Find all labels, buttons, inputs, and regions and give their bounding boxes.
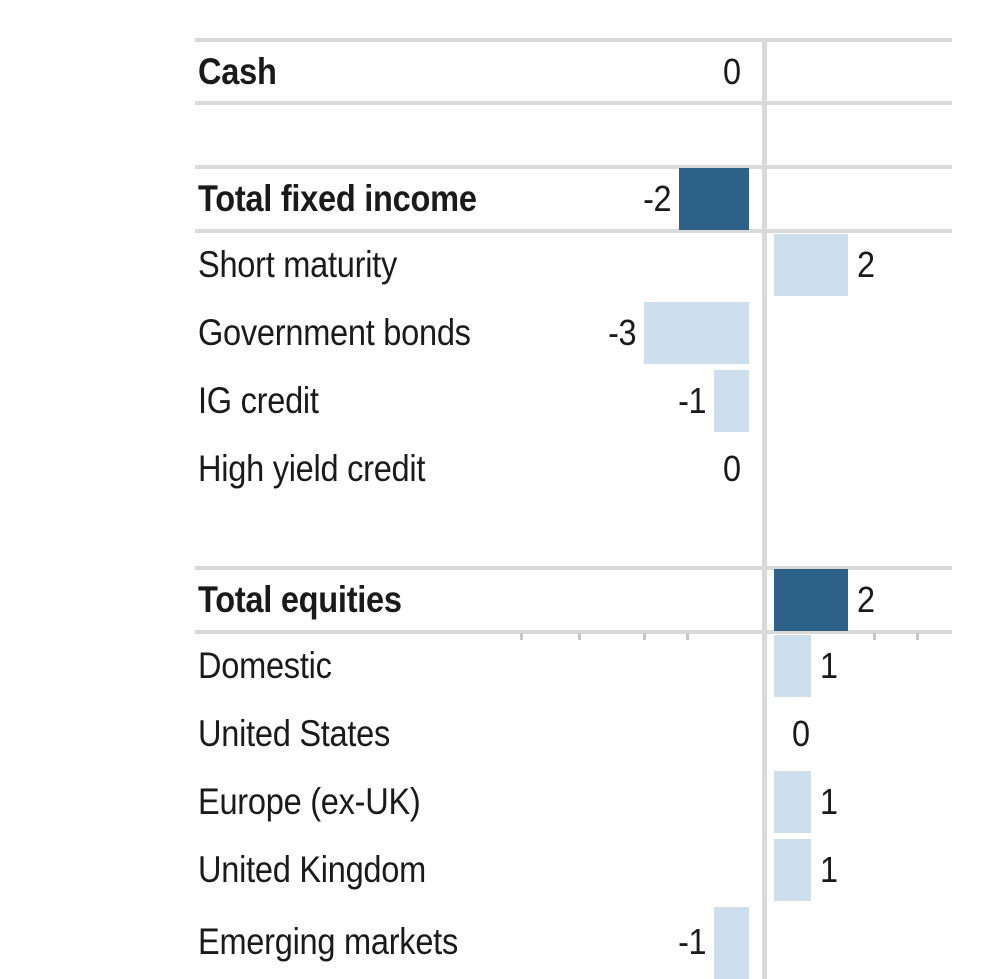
- chart-row: Short maturity 2: [0, 231, 996, 299]
- chart-row: United States 0: [0, 700, 996, 768]
- value-label: 0: [723, 51, 741, 92]
- zero-axis-line: [762, 38, 767, 979]
- spacer-row: [0, 103, 996, 167]
- axis-tick-mark: [578, 633, 581, 640]
- category-label: Total equities: [198, 579, 402, 620]
- category-label: Government bonds: [198, 312, 471, 353]
- category-label: Domestic: [198, 645, 332, 686]
- value-label: 1: [820, 781, 838, 822]
- axis-tick-mark: [916, 633, 919, 640]
- chart-row: Total equities 2: [0, 568, 996, 632]
- row-separator-line: [195, 229, 952, 233]
- value-label: 2: [857, 244, 875, 285]
- item-bar: [774, 635, 811, 697]
- value-label: 1: [820, 645, 838, 686]
- row-separator-line: [195, 630, 952, 634]
- row-separator-line: [195, 38, 952, 42]
- item-bar: [774, 234, 848, 296]
- row-separator-line: [195, 165, 952, 169]
- chart-row: Emerging markets -1: [0, 904, 996, 979]
- spacer-row: [0, 503, 996, 568]
- chart-row: Government bonds -3: [0, 299, 996, 367]
- total-bar: [679, 168, 749, 230]
- value-label: -1: [678, 380, 706, 421]
- item-bar: [774, 839, 811, 901]
- axis-tick-mark: [873, 633, 876, 640]
- chart-row: IG credit -1: [0, 367, 996, 435]
- value-label: 0: [723, 448, 741, 489]
- category-label: Emerging markets: [198, 921, 458, 962]
- chart-row: Domestic 1: [0, 632, 996, 700]
- axis-tick-mark: [686, 633, 689, 640]
- category-label: IG credit: [198, 380, 319, 421]
- total-bar: [774, 569, 848, 631]
- axis-tick-mark: [643, 633, 646, 640]
- category-label: United States: [198, 713, 391, 754]
- value-label: -2: [643, 178, 671, 219]
- row-separator-line: [195, 101, 952, 105]
- chart-row: United Kingdom 1: [0, 836, 996, 904]
- item-bar: [774, 771, 811, 833]
- row-separator-line: [195, 566, 952, 570]
- category-label: United Kingdom: [198, 849, 426, 890]
- axis-tick-mark: [520, 633, 523, 640]
- item-bar: [714, 370, 749, 432]
- item-bar: [644, 302, 749, 364]
- category-label: High yield credit: [198, 448, 426, 489]
- chart-row: Cash 0: [0, 40, 996, 103]
- item-bar: [714, 907, 749, 979]
- value-label: -1: [678, 921, 706, 962]
- value-label: 0: [792, 713, 810, 754]
- category-label: Short maturity: [198, 244, 397, 285]
- chart-row: Europe (ex-UK) 1: [0, 768, 996, 836]
- chart-row: High yield credit 0: [0, 435, 996, 503]
- value-label: 2: [857, 579, 875, 620]
- chart-row: Total fixed income -2: [0, 167, 996, 231]
- category-label: Total fixed income: [198, 178, 477, 219]
- category-label: Cash: [198, 51, 277, 92]
- value-label: -3: [608, 312, 636, 353]
- value-label: 1: [820, 849, 838, 890]
- category-label: Europe (ex-UK): [198, 781, 421, 822]
